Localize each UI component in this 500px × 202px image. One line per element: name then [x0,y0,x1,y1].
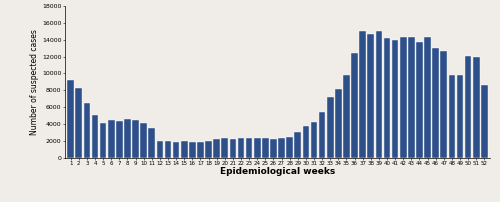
Bar [278,138,285,158]
Bar [440,51,447,158]
Bar [205,141,212,158]
Bar [456,75,464,158]
Bar [376,31,382,158]
Bar [302,126,309,158]
Bar [416,42,423,158]
Bar [100,123,106,158]
Bar [254,138,260,158]
Bar [164,141,172,158]
Y-axis label: Number of suspected cases: Number of suspected cases [30,29,39,135]
Bar [368,34,374,158]
Bar [351,53,358,158]
Bar [319,112,326,158]
Bar [189,142,196,158]
Bar [230,139,236,158]
Bar [360,31,366,158]
Bar [294,132,301,158]
Bar [108,120,114,158]
Bar [286,137,293,158]
Bar [181,141,188,158]
Bar [343,75,350,158]
Bar [424,37,431,158]
Bar [481,85,488,158]
Bar [140,123,147,158]
Bar [262,138,268,158]
Bar [84,103,90,158]
Bar [132,120,139,158]
Bar [214,139,220,158]
Bar [92,116,98,158]
Bar [473,57,480,158]
Bar [384,38,390,158]
Bar [238,138,244,158]
Bar [327,97,334,158]
Bar [68,80,74,158]
Bar [448,75,455,158]
Bar [116,121,122,158]
Bar [335,89,342,158]
Bar [173,142,180,158]
Bar [197,142,204,158]
Bar [400,37,406,158]
Bar [310,122,318,158]
Bar [148,128,155,158]
Bar [392,40,398,158]
Bar [156,141,163,158]
Bar [76,88,82,158]
Bar [222,138,228,158]
Bar [432,48,439,158]
Bar [124,119,131,158]
Bar [246,138,252,158]
Bar [270,139,277,158]
X-axis label: Epidemiological weeks: Epidemiological weeks [220,167,335,176]
Bar [408,37,414,158]
Bar [465,56,471,158]
